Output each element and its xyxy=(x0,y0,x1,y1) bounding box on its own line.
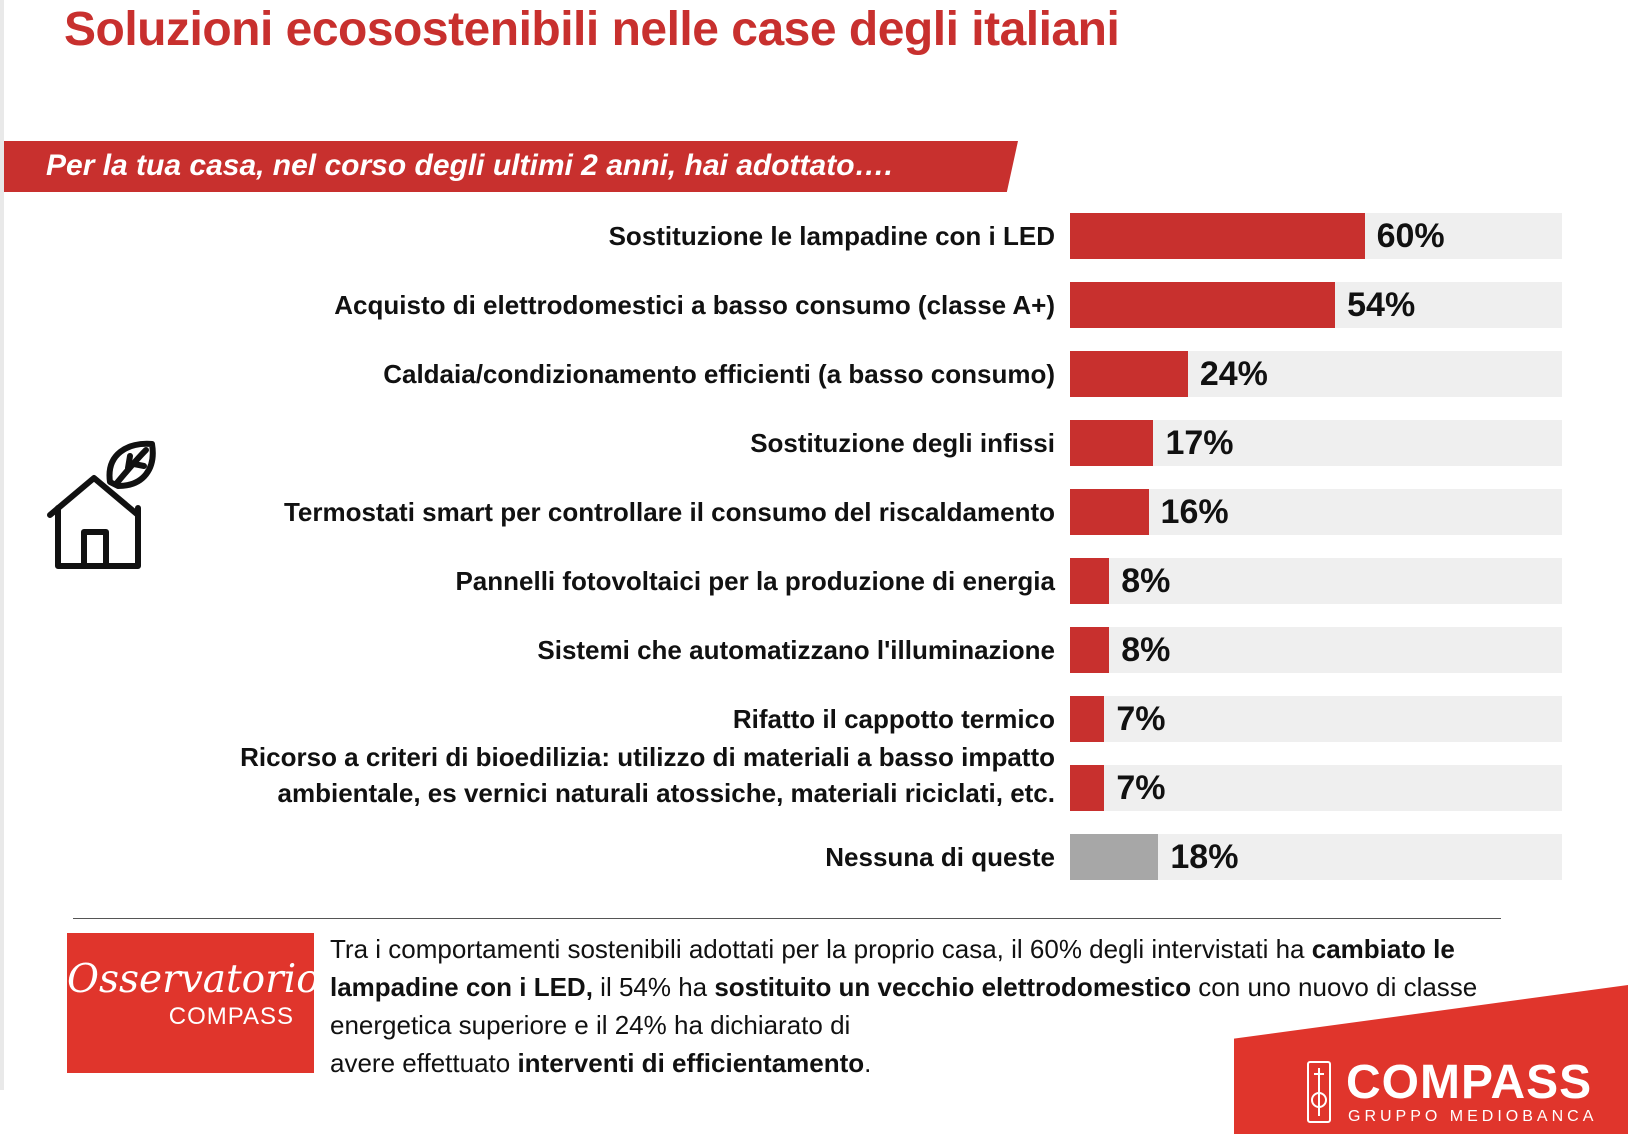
bar-track: 8% xyxy=(1070,558,1562,604)
bar-value-label: 17% xyxy=(1165,424,1234,462)
bar xyxy=(1070,213,1365,259)
observatory-subtitle: COMPASS xyxy=(168,1003,294,1030)
observatory-title: Osservatorio xyxy=(67,957,320,1002)
category-label-line: Pannelli fotovoltaici per la produzione … xyxy=(455,566,1055,596)
bar xyxy=(1070,489,1149,535)
category-label: Sostituzione le lampadine con i LED xyxy=(609,218,1055,254)
category-label-line: Termostati smart per controllare il cons… xyxy=(283,497,1055,527)
summary-part: avere effettuato xyxy=(330,1048,518,1078)
bar-track: 54% xyxy=(1070,282,1562,328)
category-label: Caldaia/condizionamento efficienti (a ba… xyxy=(383,356,1055,392)
bar xyxy=(1070,282,1336,328)
category-label-line: Caldaia/condizionamento efficienti (a ba… xyxy=(383,359,1055,389)
summary-text: Tra i comportamenti sostenibili adottati… xyxy=(330,930,1480,1082)
category-label-line: Sostituzione le lampadine con i LED xyxy=(608,221,1055,251)
bar-value-label: 7% xyxy=(1116,700,1166,738)
left-edge-rule xyxy=(0,0,4,1090)
bar-track: 60% xyxy=(1070,213,1562,259)
category-label: Nessuna di queste xyxy=(825,839,1055,875)
category-label-line: Sostituzione degli infissi xyxy=(750,428,1055,458)
category-label: Termostati smart per controllare il cons… xyxy=(284,494,1055,530)
summary-highlight-appliance: sostituito un vecchio elettrodomestico xyxy=(714,972,1192,1002)
summary-part: . xyxy=(864,1048,872,1078)
bar-track: 16% xyxy=(1070,489,1562,535)
bar-value-label: 16% xyxy=(1160,493,1229,531)
bar-value-label: 24% xyxy=(1199,355,1268,393)
bar xyxy=(1070,558,1110,604)
category-label: Ricorso a criteri di bioedilizia: utiliz… xyxy=(240,739,1055,811)
summary-part: con uno nuovo di classe energetica super… xyxy=(330,972,1478,1040)
bar xyxy=(1070,351,1188,397)
bar xyxy=(1070,696,1105,742)
category-label: Acquisto di elettrodomestici a basso con… xyxy=(334,287,1055,323)
category-label: Rifatto il cappotto termico xyxy=(733,701,1055,737)
bar-value-label: 18% xyxy=(1170,838,1239,876)
summary-part: il 54% ha xyxy=(592,972,715,1002)
osservatorio-compass-logo: Osservatorio COMPASS xyxy=(67,933,320,1073)
bar-value-label: 60% xyxy=(1376,217,1445,255)
house-leaf-icon xyxy=(47,440,156,569)
bar-track: 18% xyxy=(1070,834,1562,880)
brand-tagline: GRUPPO MEDIOBANCA xyxy=(1348,1108,1598,1125)
category-label-line: Nessuna di queste xyxy=(825,842,1055,872)
brand-name: COMPASS xyxy=(1346,1056,1593,1109)
divider-line xyxy=(73,918,1501,919)
category-label-line: Sistemi che automatizzano l'illuminazion… xyxy=(537,635,1055,665)
category-label-line: Ricorso a criteri di bioedilizia: utiliz… xyxy=(240,742,1055,772)
bar xyxy=(1070,834,1159,880)
category-label: Sistemi che automatizzano l'illuminazion… xyxy=(537,632,1055,668)
bar-value-label: 8% xyxy=(1121,562,1171,600)
bar xyxy=(1070,765,1105,811)
summary-part: Tra i comportamenti sostenibili adottati… xyxy=(330,934,1312,964)
bar-track: 7% xyxy=(1070,765,1562,811)
category-label-line: Rifatto il cappotto termico xyxy=(732,704,1055,734)
page-title: Soluzioni ecosostenibili nelle case degl… xyxy=(64,3,1120,56)
bar-chart: Sostituzione le lampadine con i LED 60% Ac… xyxy=(240,213,1562,880)
bar-track: 7% xyxy=(1070,696,1562,742)
question-banner: Per la tua casa, nel corso degli ultimi … xyxy=(4,141,1018,192)
category-label-line: Acquisto di elettrodomestici a basso con… xyxy=(334,290,1055,320)
summary-highlight-led: cambiato le lampadine con i LED, xyxy=(330,934,1455,1002)
compass-emblem-icon xyxy=(1307,1061,1331,1123)
category-label-line: ambientale, es vernici naturali atossich… xyxy=(277,778,1055,808)
bar-track: 8% xyxy=(1070,627,1562,673)
bar xyxy=(1070,627,1110,673)
category-label: Pannelli fotovoltaici per la produzione … xyxy=(455,563,1055,599)
bar-track: 17% xyxy=(1070,420,1562,466)
bar xyxy=(1070,420,1154,466)
question-text: Per la tua casa, nel corso degli ultimi … xyxy=(46,149,893,182)
bar-value-label: 54% xyxy=(1347,286,1416,324)
bar-value-label: 8% xyxy=(1121,631,1171,669)
bar-value-label: 7% xyxy=(1116,769,1166,807)
bar-track: 24% xyxy=(1070,351,1562,397)
summary-highlight-efficiency: interventi di efficientamento xyxy=(517,1048,865,1078)
category-label: Sostituzione degli infissi xyxy=(750,425,1055,461)
